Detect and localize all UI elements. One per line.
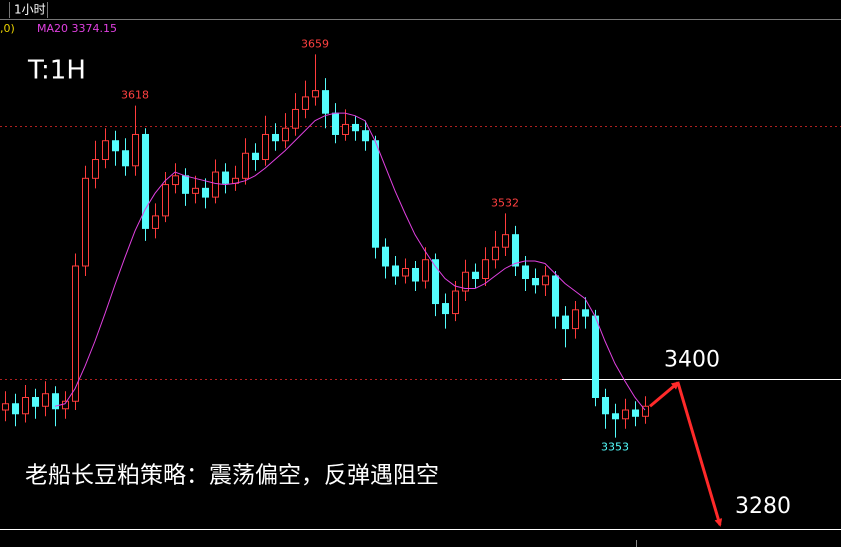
candle-body	[392, 265, 399, 277]
candle-body	[642, 405, 649, 417]
extreme-label: 3532	[491, 196, 519, 209]
strategy-annotation: 老船长豆粕策略：震荡偏空，反弹遇阻空	[25, 463, 439, 489]
candle-body	[412, 267, 419, 282]
candle-body	[552, 275, 559, 317]
candle-body	[162, 184, 169, 217]
candle-body	[132, 133, 139, 167]
candle-body	[482, 259, 489, 280]
candle-body	[582, 309, 589, 317]
candle-body	[112, 140, 119, 152]
candle-body	[462, 271, 469, 292]
candle-body	[352, 123, 359, 132]
candle-body	[382, 246, 389, 267]
candle-body	[432, 259, 439, 305]
candle-body	[562, 315, 569, 330]
candle-body	[22, 396, 29, 415]
candle-body	[52, 393, 59, 410]
candle-body	[62, 400, 69, 410]
ma-line	[54, 112, 646, 411]
candle-body	[302, 96, 309, 110]
candle-body	[92, 159, 99, 179]
candle-body	[122, 150, 129, 167]
candle-body	[182, 175, 189, 194]
candle-body	[72, 265, 79, 402]
candle-body	[242, 152, 249, 179]
extreme-label: 3353	[601, 441, 629, 454]
candle-body	[572, 309, 579, 330]
extreme-label: 3659	[301, 37, 329, 50]
candle-body	[192, 187, 199, 194]
target-label: 3280	[735, 494, 791, 519]
indicator-prefix: ,0)	[0, 22, 15, 35]
candle-body	[282, 127, 289, 142]
indicator-label: MA20 3374.15	[37, 22, 117, 35]
candle-body	[342, 123, 349, 135]
candle-body	[452, 290, 459, 315]
target-label: 3400	[664, 348, 720, 373]
candle-body	[532, 278, 539, 286]
candle-body	[12, 403, 19, 415]
candle-body	[622, 409, 629, 420]
candle-body	[252, 152, 259, 161]
candle-body	[32, 396, 39, 407]
candle-body	[202, 187, 209, 198]
candle-body	[332, 112, 339, 135]
candle-body	[42, 393, 49, 407]
forecast-arrow	[649, 381, 680, 408]
period-label[interactable]: 1小时	[14, 3, 46, 17]
candle-body	[362, 130, 369, 142]
candle-body	[322, 90, 329, 114]
candle-body	[82, 177, 89, 267]
candle-body	[612, 413, 619, 420]
candle-body	[262, 133, 269, 161]
candle-body	[212, 171, 219, 198]
chart-title: T:1H	[27, 56, 86, 86]
candle-body	[2, 403, 9, 411]
candle-body	[312, 90, 319, 98]
candle-body	[602, 396, 609, 415]
candle-body	[512, 234, 519, 267]
extreme-label: 3618	[121, 89, 149, 102]
candle-body	[632, 409, 639, 417]
candle-body	[492, 246, 499, 261]
candle-body	[442, 303, 449, 315]
candle-body	[172, 175, 179, 186]
candle-body	[502, 234, 509, 248]
forecast-arrow	[676, 382, 723, 527]
candle-body	[372, 140, 379, 248]
candle-body	[542, 275, 549, 286]
candle-body	[102, 140, 109, 161]
candle-body	[472, 271, 479, 280]
candle-body	[272, 133, 279, 142]
candle-body	[142, 133, 149, 229]
candle-body	[592, 315, 599, 398]
candle-body	[402, 267, 409, 277]
candle-body	[422, 259, 429, 282]
candle-body	[152, 215, 159, 229]
candle-body	[522, 265, 529, 280]
candle-body	[292, 108, 299, 129]
candle-body	[222, 171, 229, 184]
